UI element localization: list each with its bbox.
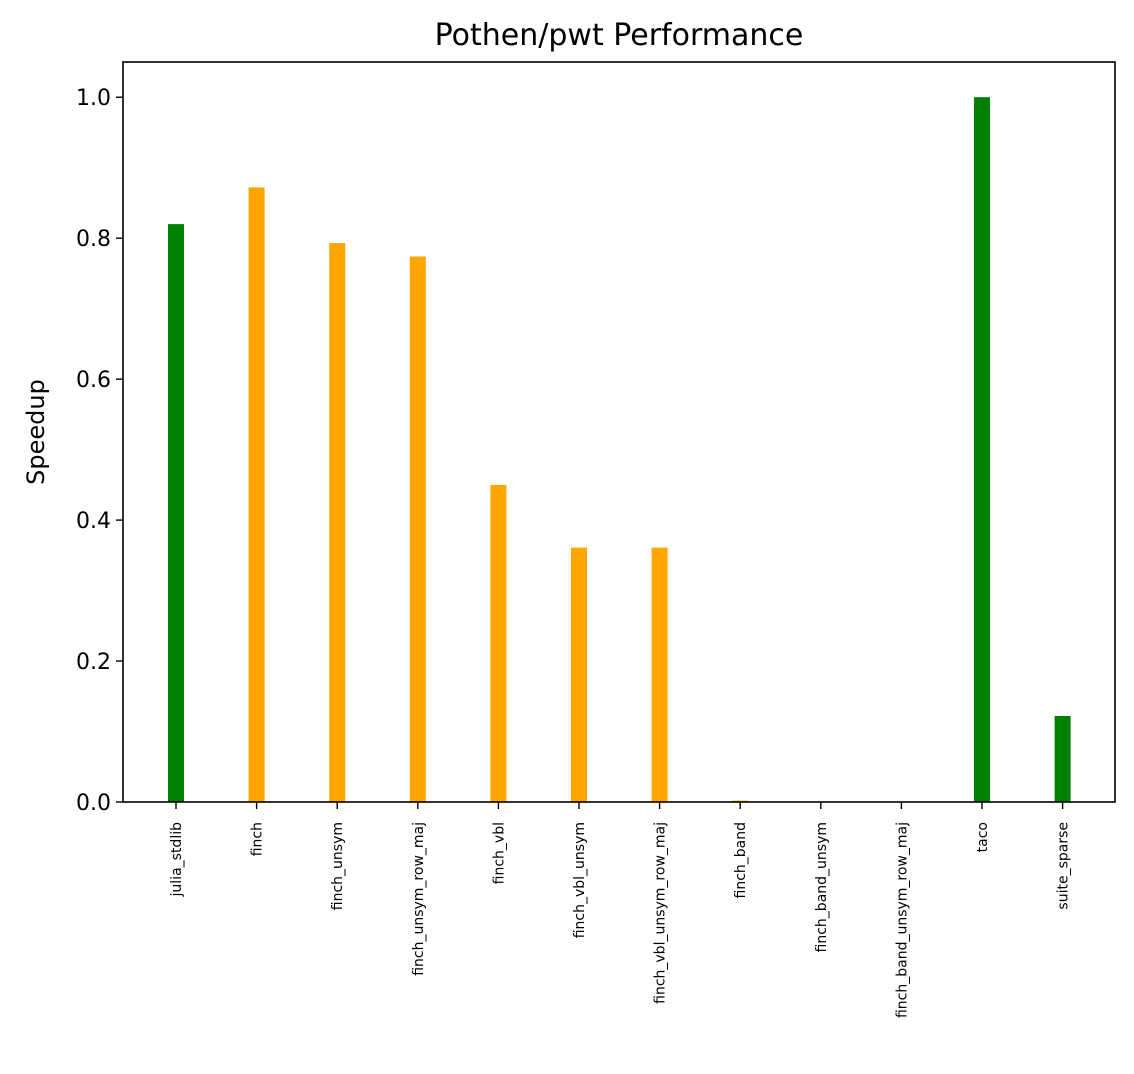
x-tick-label: finch_vbl_unsym <box>572 822 588 938</box>
x-tick-label: finch_vbl_unsym_row_maj <box>653 822 669 1004</box>
x-tick-label: finch <box>250 822 266 856</box>
y-tick-label: 0.2 <box>76 650 111 675</box>
bar-finch_unsym_row_maj <box>409 256 426 802</box>
x-tick-label: finch_band_unsym_row_maj <box>894 822 910 1018</box>
bar-finch_vbl_unsym <box>571 547 587 802</box>
bar-finch <box>248 187 265 802</box>
x-tick-label: suite_sparse <box>1056 822 1072 910</box>
chart-title: Pothen/pwt Performance <box>435 18 804 53</box>
x-tick-label: taco <box>975 822 991 852</box>
bars-group <box>168 97 1071 803</box>
x-tick-label: finch_band_unsym <box>814 822 830 952</box>
y-tick-label: 0.4 <box>76 509 111 534</box>
y-tick-label: 0.8 <box>76 227 111 252</box>
y-tick-label: 0.0 <box>76 791 111 816</box>
y-tick-label: 0.6 <box>76 368 111 393</box>
y-axis-label: Speedup <box>22 379 50 485</box>
bar-taco <box>974 97 990 802</box>
bar-finch_unsym <box>329 243 346 803</box>
x-tick-label: finch_band <box>733 822 749 899</box>
x-tick-label: finch_unsym_row_maj <box>411 822 427 976</box>
x-axis-ticks: julia_stdlib finch finch_unsym finch_unsym_… <box>169 802 1072 1018</box>
bar-finch_vbl_unsym_row_maj <box>651 547 668 802</box>
y-axis-ticks: 0.0 0.2 0.4 0.6 0.8 1.0 <box>76 86 123 816</box>
x-tick-label: finch_unsym <box>330 822 346 910</box>
bar-suite_sparse <box>1054 716 1071 802</box>
x-tick-label: finch_vbl <box>491 822 507 884</box>
bar-julia_stdlib <box>168 224 184 803</box>
bar-finch_vbl <box>490 484 507 802</box>
plot-frame <box>122 61 1116 803</box>
x-tick-label: julia_stdlib <box>169 822 185 898</box>
y-tick-label: 1.0 <box>76 86 111 111</box>
